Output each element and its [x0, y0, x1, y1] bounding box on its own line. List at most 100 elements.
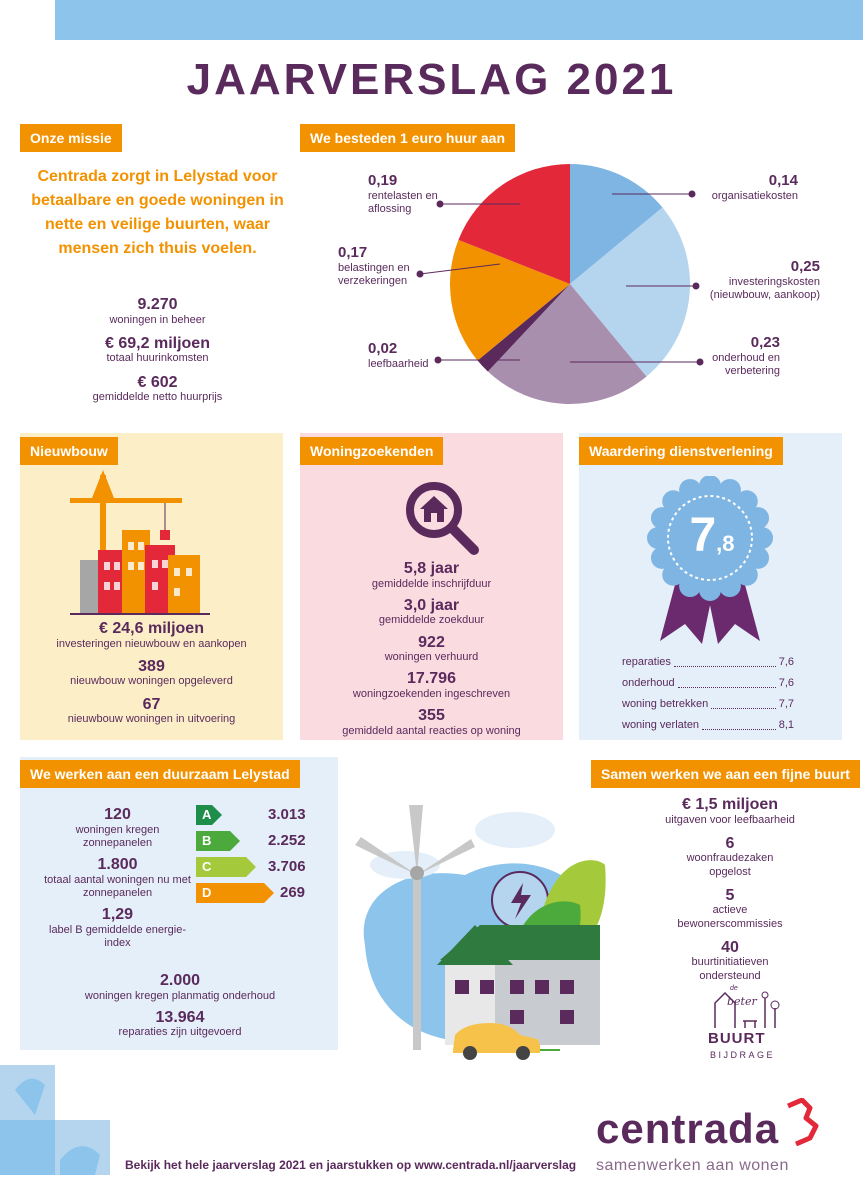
- stat-value: 1,29: [101, 905, 134, 923]
- stat-value: € 1,5 miljoen: [681, 796, 779, 813]
- stat-value: 6: [725, 834, 735, 852]
- stat-label: gemiddelde zoekduur: [378, 614, 485, 627]
- pie-text: rentelasten en aflossing: [368, 190, 438, 216]
- stat-label: woningzoekenden ingeschreven: [352, 687, 511, 700]
- centrada-logo: centrada: [596, 1105, 780, 1152]
- stat-label: uitgaven voor leefbaarheid: [665, 813, 795, 826]
- pie-label-leefbaarheid: 0,02 leefbaarheid: [368, 340, 438, 371]
- page-title: JAARVERSLAG 2021: [186, 55, 677, 104]
- stat-value: 1.800: [97, 855, 138, 873]
- pie-text: belastingen en verzekeringen: [338, 262, 410, 288]
- sustainable-stats: 120 woningen kregen zonnepanelen 1.800 t…: [40, 806, 195, 950]
- stat-value: 9.270: [137, 296, 178, 313]
- rating-label: reparaties: [622, 656, 671, 668]
- stat-label: buurtinitiatieven ondersteund: [691, 956, 769, 982]
- energy-label-letter: B: [196, 831, 240, 851]
- mission-tag: Onze missie: [20, 124, 122, 152]
- stat-label: totaal huurinkomsten: [106, 352, 209, 365]
- stat-value: 17.796: [407, 670, 456, 688]
- stat-label: investeringen nieuwbouw en aankopen: [56, 637, 247, 650]
- pie-slice: [487, 284, 647, 404]
- mission-stat: 9.270 woningen in beheer: [40, 296, 275, 327]
- decorative-corner-shapes: [0, 1065, 110, 1175]
- energy-label-a: A: [196, 805, 222, 825]
- pie-text: organisatiekosten: [711, 190, 798, 202]
- stat-value: € 24,6 miljoen: [99, 620, 204, 637]
- pie-text: investeringskosten (nieuwbouw, aankoop): [709, 276, 820, 302]
- stat-label: nieuwbouw woningen opgeleverd: [70, 675, 233, 688]
- stat-label: totaal aantal woningen nu met zonnepanel…: [44, 873, 191, 899]
- sustainable-tag: We werken aan een duurzaam Lelystad: [20, 760, 300, 788]
- seekers-stat: 355 gemiddeld aantal reacties op woning: [300, 707, 563, 738]
- stat-label: actieve bewonerscommissies: [677, 904, 783, 930]
- stat-label: woningen verhuurd: [384, 651, 479, 664]
- rating-value: 8,1: [778, 719, 794, 731]
- rating-row: woning verlaten 8,1: [622, 715, 794, 736]
- mission-stat: € 69,2 miljoen totaal huurinkomsten: [40, 335, 275, 366]
- rating-value: 7,6: [778, 677, 794, 689]
- energy-label-count: 269: [280, 884, 306, 901]
- stat-value: 355: [418, 707, 445, 725]
- seekers-stat: 3,0 jaar gemiddelde zoekduur: [300, 597, 563, 628]
- energy-label-count: 2.252: [268, 832, 306, 849]
- rosette-badge-icon: [647, 476, 773, 644]
- pie-label-rente: 0,19 rentelasten en aflossing: [368, 172, 438, 216]
- neighbourhood-stat: 5 actieve bewonerscommissies: [640, 887, 820, 931]
- stat-label: reparaties zijn uitgevoerd: [118, 1026, 242, 1039]
- stat-label: woonfraudezaken opgelost: [686, 852, 774, 878]
- pie-value: 0,02: [368, 340, 398, 357]
- pie-slice: [570, 207, 690, 377]
- beter-buurt-logo-buurt: BUURT: [708, 1030, 766, 1047]
- pie-value: 0,25: [790, 258, 820, 275]
- energy-label-letter: A: [196, 805, 222, 825]
- pie-value: 0,23: [750, 334, 780, 351]
- stat-value: 389: [138, 657, 165, 675]
- stat-value: 5: [725, 886, 735, 904]
- mission-stat: € 602 gemiddelde netto huurprijs: [40, 374, 275, 405]
- sustainable-panel: [20, 757, 338, 1050]
- rating-row: woning betrekken 7,7: [622, 694, 794, 715]
- neighbourhood-tag: Samen werken we aan een fijne buurt: [591, 760, 860, 788]
- newbuild-stats: € 24,6 miljoen investeringen nieuwbouw e…: [20, 620, 283, 726]
- rating-value: 7,6: [778, 656, 794, 668]
- beter-buurt-logo-bijdrage: BIJDRAGE: [710, 1050, 776, 1060]
- seekers-tag: Woningzoekenden: [300, 437, 444, 465]
- energy-label-d: D: [196, 883, 274, 903]
- neighbourhood-stats: € 1,5 miljoen uitgaven voor leefbaarheid…: [640, 796, 820, 983]
- sustainable-stat: 2.000 woningen kregen planmatig onderhou…: [40, 972, 320, 1003]
- pie-slice: [477, 284, 570, 372]
- newbuild-tag: Nieuwbouw: [20, 437, 118, 465]
- rating-list: reparaties 7,6 onderhoud 7,6 woning betrek…: [622, 652, 794, 736]
- spending-pie: [450, 164, 690, 404]
- rating-score-main: 7: [689, 509, 717, 562]
- stat-label: gemiddelde inschrijfduur: [371, 577, 492, 590]
- pie-leader-lines: [416, 190, 704, 366]
- pie-value: 0,17: [338, 244, 368, 261]
- seekers-stat: 5,8 jaar gemiddelde inschrijfduur: [300, 560, 563, 591]
- newbuild-stat: 67 nieuwbouw woningen in uitvoering: [20, 696, 283, 727]
- stat-value: 40: [721, 938, 739, 956]
- stat-label: woningen kregen planmatig onderhoud: [84, 989, 276, 1002]
- sustainable-stat: 1.800 totaal aantal woningen nu met zonn…: [40, 856, 195, 900]
- energy-label-b: B: [196, 831, 240, 851]
- stat-value: € 69,2 miljoen: [105, 334, 210, 352]
- energy-label-letter: D: [196, 883, 274, 903]
- rating-value: 7,7: [778, 698, 794, 710]
- energy-label-c: C: [196, 857, 256, 877]
- stat-value: € 602: [137, 373, 178, 391]
- stat-label: woningen kregen zonnepanelen: [75, 823, 160, 849]
- stat-value: 922: [418, 633, 445, 651]
- stat-label: label B gemiddelde energie-index: [49, 923, 186, 949]
- stat-label: nieuwbouw woningen in uitvoering: [67, 713, 236, 726]
- stat-value: 120: [104, 806, 131, 823]
- sustainable-stat: 120 woningen kregen zonnepanelen: [40, 806, 195, 850]
- energy-label-count: 3.706: [268, 858, 306, 875]
- top-banner: [55, 0, 863, 40]
- beter-buurt-logo-de: de: [730, 985, 738, 992]
- rating-label: woning verlaten: [622, 719, 700, 731]
- sustainable-stat: 1,29 label B gemiddelde energie-index: [40, 906, 195, 950]
- footer-text: Bekijk het hele jaarverslag 2021 en jaar…: [125, 1158, 577, 1172]
- rating-row: reparaties 7,6: [622, 652, 794, 673]
- stat-value: 3,0 jaar: [403, 596, 460, 614]
- stat-value: 13.964: [155, 1008, 205, 1026]
